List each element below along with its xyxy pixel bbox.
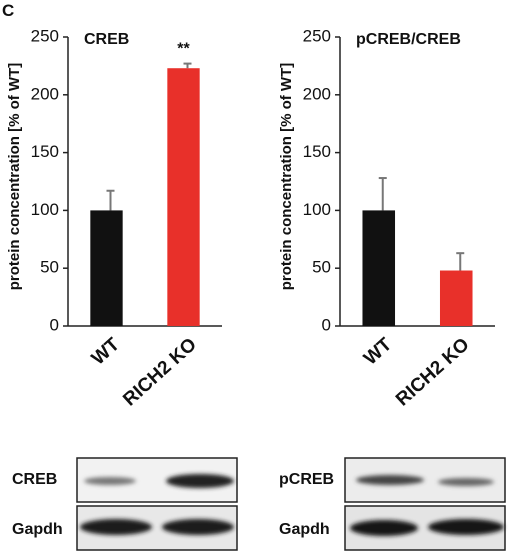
y-tick-label: 200 (31, 84, 59, 103)
blot-band (438, 478, 494, 486)
y-tick-label: 0 (322, 315, 331, 334)
significance: ** (177, 41, 190, 58)
y-tick-label: 150 (303, 142, 331, 161)
blot-band (84, 477, 136, 485)
blot-band (166, 474, 234, 488)
blot-band (162, 519, 234, 535)
blot-band (356, 475, 424, 485)
blot-label: pCREB (279, 471, 334, 488)
y-axis-label: protein concentration [% of WT] (278, 63, 295, 290)
chart-title: pCREB/CREB (356, 31, 461, 48)
y-tick-label: 50 (312, 258, 331, 277)
blot-band (350, 520, 418, 536)
bar (362, 210, 396, 326)
y-tick-label: 150 (31, 142, 59, 161)
blot-label: CREB (12, 471, 57, 488)
x-tick-label: RICH2 KO (392, 334, 474, 410)
bar (167, 68, 200, 326)
y-tick-label: 250 (303, 26, 331, 45)
bar (90, 210, 123, 326)
blot-band (428, 519, 504, 535)
x-tick-label: WT (88, 334, 124, 370)
y-tick-label: 250 (31, 26, 59, 45)
chart-title: CREB (84, 31, 129, 48)
y-tick-label: 50 (40, 258, 59, 277)
x-tick-label: RICH2 KO (119, 334, 201, 410)
bar (439, 270, 473, 326)
blot-band (80, 519, 152, 535)
y-tick-label: 100 (303, 200, 331, 219)
panel-label: C (2, 1, 14, 20)
blot-label: Gapdh (12, 521, 63, 538)
y-tick-label: 0 (50, 315, 59, 334)
y-axis-label: protein concentration [% of WT] (6, 63, 23, 290)
y-tick-label: 100 (31, 200, 59, 219)
blots: CREB Gapdh pCREB Gapdh (12, 457, 506, 551)
x-tick-label: WT (360, 334, 396, 370)
blot-label: Gapdh (279, 521, 330, 538)
y-tick-label: 200 (303, 84, 331, 103)
